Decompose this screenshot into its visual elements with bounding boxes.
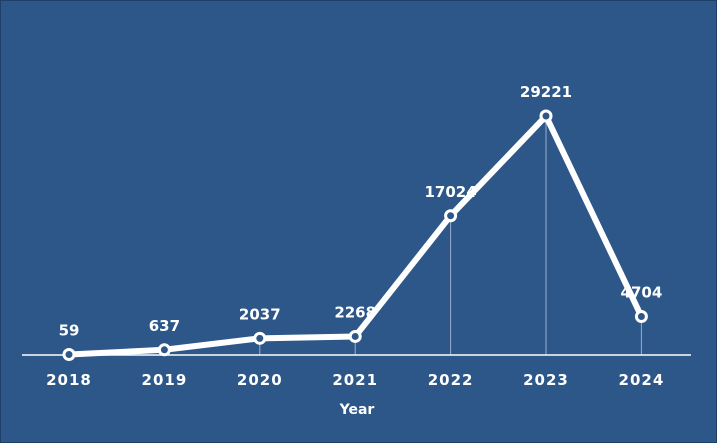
markers xyxy=(62,109,648,362)
data-point-2024 xyxy=(634,310,648,324)
x-tick-label-2023: 2023 xyxy=(523,371,569,389)
data-point-2020 xyxy=(253,331,267,345)
data-labels: 59 637 2037 2268 17024 29221 4704 xyxy=(59,83,663,340)
x-tick-labels: 2018 2019 2020 2021 2022 2023 2024 xyxy=(46,371,665,389)
x-tick-label-2020: 2020 xyxy=(237,371,283,389)
data-point-2022 xyxy=(444,209,458,223)
data-label-2024: 4704 xyxy=(621,284,663,302)
x-tick-label-2022: 2022 xyxy=(428,371,474,389)
x-tick-label-2021: 2021 xyxy=(332,371,378,389)
data-label-2023: 29221 xyxy=(520,83,572,101)
data-label-2019: 637 xyxy=(149,317,180,335)
data-label-2022: 17024 xyxy=(425,183,477,201)
data-label-2021: 2268 xyxy=(334,303,376,321)
data-label-2020: 2037 xyxy=(239,305,281,323)
data-point-2023 xyxy=(539,109,553,123)
x-tick-label-2018: 2018 xyxy=(46,371,92,389)
x-tick-label-2024: 2024 xyxy=(619,371,665,389)
data-point-2019 xyxy=(157,343,171,357)
x-axis-title: Year xyxy=(339,402,375,418)
data-point-2021 xyxy=(348,329,362,343)
data-point-2018 xyxy=(62,348,76,362)
x-tick-label-2019: 2019 xyxy=(142,371,188,389)
data-label-2018: 59 xyxy=(59,322,80,340)
